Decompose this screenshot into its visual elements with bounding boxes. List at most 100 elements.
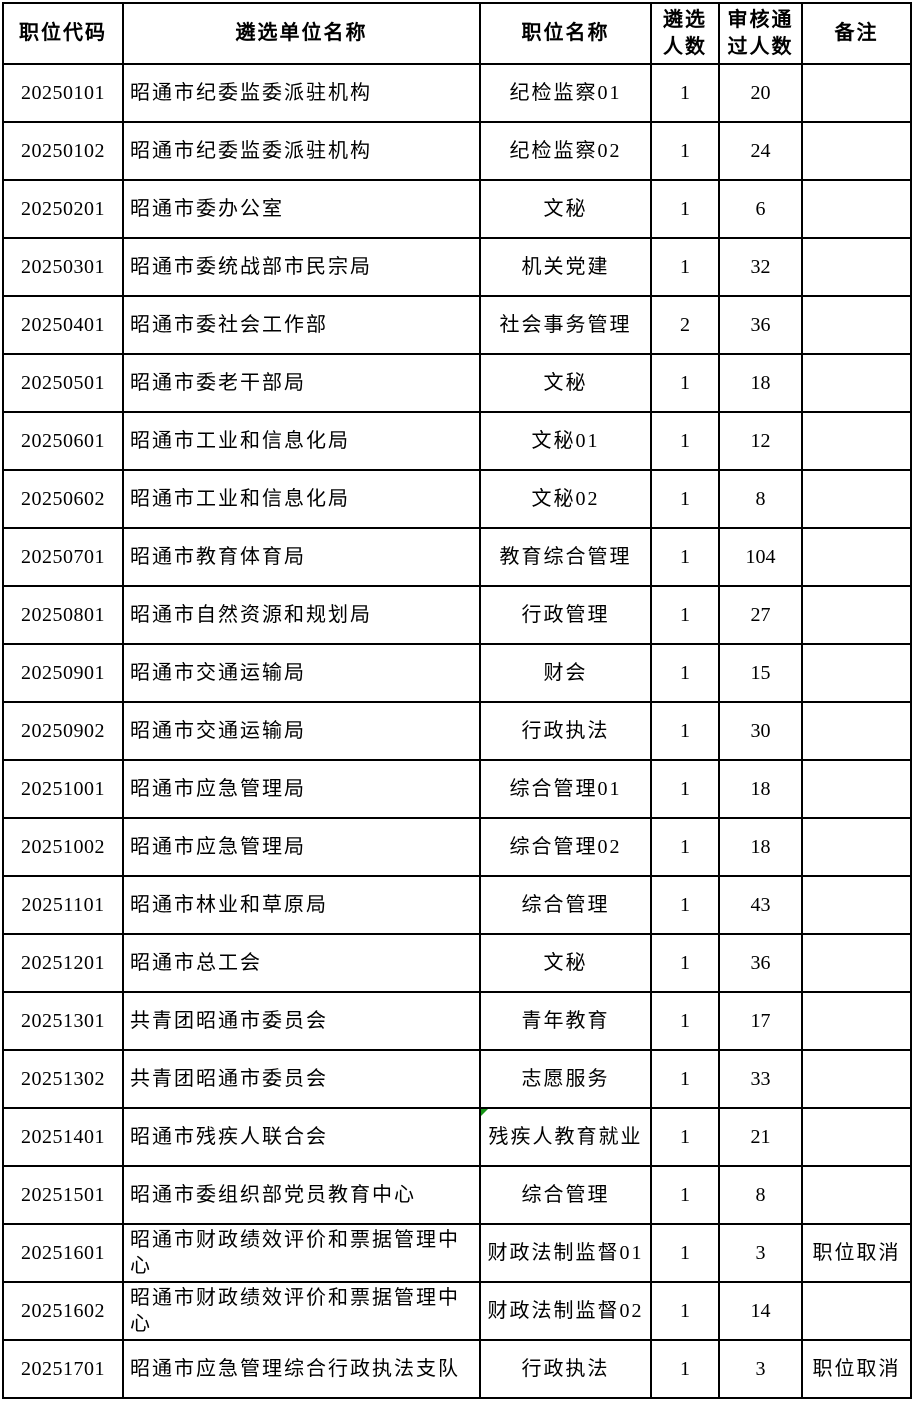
position-name-text: 纪检监察01 — [509, 82, 622, 104]
position-name-text: 教育综合管理 — [499, 546, 632, 568]
cell-unit-name: 昭通市应急管理综合行政执法支队 — [122, 1339, 481, 1399]
cell-position-code: 20251101 — [2, 875, 124, 935]
cell-approved-count: 104 — [718, 527, 803, 587]
cell-unit-name: 共青团昭通市委员会 — [122, 991, 481, 1051]
cell-position-code: 20250401 — [2, 295, 124, 355]
cell-selection-count: 1 — [650, 1281, 720, 1341]
cell-selection-count: 1 — [650, 585, 720, 645]
table-row: 20250602 昭通市工业和信息化局 文秘02 1 8 — [2, 469, 912, 529]
position-name-text: 综合管理02 — [509, 836, 622, 858]
cell-approved-count: 20 — [718, 63, 803, 123]
cell-selection-count: 1 — [650, 1107, 720, 1167]
cell-remark — [801, 643, 912, 703]
cell-approved-count: 3 — [718, 1223, 803, 1283]
cell-approved-count: 14 — [718, 1281, 803, 1341]
table-row: 20251401 昭通市残疾人联合会 残疾人教育就业 1 21 — [2, 1107, 912, 1167]
position-name-text: 文秘 — [543, 198, 588, 220]
cell-position-code: 20251001 — [2, 759, 124, 819]
table-row: 20250701 昭通市教育体育局 教育综合管理 1 104 — [2, 527, 912, 587]
cell-selection-count: 1 — [650, 121, 720, 181]
cell-approved-count: 30 — [718, 701, 803, 761]
cell-position-code: 20251602 — [2, 1281, 124, 1341]
cell-position-code: 20251701 — [2, 1339, 124, 1399]
table-row: 20251301 共青团昭通市委员会 青年教育 1 17 — [2, 991, 912, 1051]
cell-position-code: 20250701 — [2, 527, 124, 587]
cell-approved-count: 36 — [718, 295, 803, 355]
cell-position-name: 教育综合管理 — [479, 527, 652, 587]
cell-approved-count: 27 — [718, 585, 803, 645]
table-row: 20250201 昭通市委办公室 文秘 1 6 — [2, 179, 912, 239]
cell-remark — [801, 63, 912, 123]
cell-approved-count: 8 — [718, 469, 803, 529]
cell-approved-count: 32 — [718, 237, 803, 297]
cell-remark — [801, 179, 912, 239]
position-name-text: 综合管理01 — [509, 778, 622, 800]
table-row: 20251302 共青团昭通市委员会 志愿服务 1 33 — [2, 1049, 912, 1109]
cell-unit-name: 昭通市委统战部市民宗局 — [122, 237, 481, 297]
cell-position-name: 文秘 — [479, 179, 652, 239]
cell-unit-name: 共青团昭通市委员会 — [122, 1049, 481, 1109]
cell-remark — [801, 933, 912, 993]
table-row: 20251602 昭通市财政绩效评价和票据管理中心 财政法制监督02 1 14 — [2, 1281, 912, 1341]
cell-remark — [801, 1281, 912, 1341]
cell-position-name: 财政法制监督02 — [479, 1281, 652, 1341]
table-row: 20250401 昭通市委社会工作部 社会事务管理 2 36 — [2, 295, 912, 355]
cell-remark — [801, 585, 912, 645]
cell-selection-count: 1 — [650, 1223, 720, 1283]
cell-position-code: 20250602 — [2, 469, 124, 529]
cell-approved-count: 33 — [718, 1049, 803, 1109]
cell-remark: 职位取消 — [801, 1223, 912, 1283]
cell-position-name: 财会 — [479, 643, 652, 703]
cell-position-code: 20251002 — [2, 817, 124, 877]
cell-position-name: 综合管理 — [479, 1165, 652, 1225]
cell-position-name: 综合管理02 — [479, 817, 652, 877]
cell-unit-name: 昭通市总工会 — [122, 933, 481, 993]
cell-position-code: 20251601 — [2, 1223, 124, 1283]
table-row: 20250501 昭通市委老干部局 文秘 1 18 — [2, 353, 912, 413]
cell-position-name: 文秘 — [479, 933, 652, 993]
cell-unit-name: 昭通市应急管理局 — [122, 759, 481, 819]
cell-approved-count: 15 — [718, 643, 803, 703]
cell-position-name: 行政执法 — [479, 1339, 652, 1399]
cell-remark — [801, 875, 912, 935]
cell-position-name: 社会事务管理 — [479, 295, 652, 355]
cell-selection-count: 1 — [650, 469, 720, 529]
cell-position-name: 综合管理 — [479, 875, 652, 935]
cell-selection-count: 1 — [650, 817, 720, 877]
position-name-text: 行政管理 — [521, 604, 610, 626]
cell-approved-count: 18 — [718, 353, 803, 413]
cell-remark — [801, 991, 912, 1051]
cell-position-name: 纪检监察01 — [479, 63, 652, 123]
cell-selection-count: 1 — [650, 1339, 720, 1399]
cell-remark — [801, 817, 912, 877]
comment-marker-icon — [482, 1110, 488, 1116]
cell-remark — [801, 237, 912, 297]
col-header-position-name: 职位名称 — [479, 2, 652, 65]
cell-selection-count: 1 — [650, 411, 720, 471]
position-name-text: 残疾人教育就业 — [488, 1126, 643, 1148]
cell-remark — [801, 295, 912, 355]
cell-unit-name: 昭通市委办公室 — [122, 179, 481, 239]
position-name-text: 社会事务管理 — [499, 314, 632, 336]
cell-position-name: 志愿服务 — [479, 1049, 652, 1109]
table-row: 20251701 昭通市应急管理综合行政执法支队 行政执法 1 3 职位取消 — [2, 1339, 912, 1399]
cell-unit-name: 昭通市教育体育局 — [122, 527, 481, 587]
cell-position-name: 综合管理01 — [479, 759, 652, 819]
cell-selection-count: 1 — [650, 527, 720, 587]
cell-approved-count: 8 — [718, 1165, 803, 1225]
col-header-remark: 备注 — [801, 2, 912, 65]
cell-approved-count: 17 — [718, 991, 803, 1051]
cell-position-name: 文秘01 — [479, 411, 652, 471]
cell-position-name: 青年教育 — [479, 991, 652, 1051]
cell-position-name: 行政执法 — [479, 701, 652, 761]
cell-position-name: 文秘02 — [479, 469, 652, 529]
cell-remark — [801, 1165, 912, 1225]
cell-unit-name: 昭通市委老干部局 — [122, 353, 481, 413]
header-row: 职位代码 遴选单位名称 职位名称 遴选 人数 审核通 过人数 备注 — [2, 2, 912, 65]
cell-position-name: 纪检监察02 — [479, 121, 652, 181]
cell-approved-count: 18 — [718, 759, 803, 819]
cell-position-name: 残疾人教育就业 — [479, 1107, 652, 1167]
cell-selection-count: 1 — [650, 353, 720, 413]
cell-remark — [801, 759, 912, 819]
